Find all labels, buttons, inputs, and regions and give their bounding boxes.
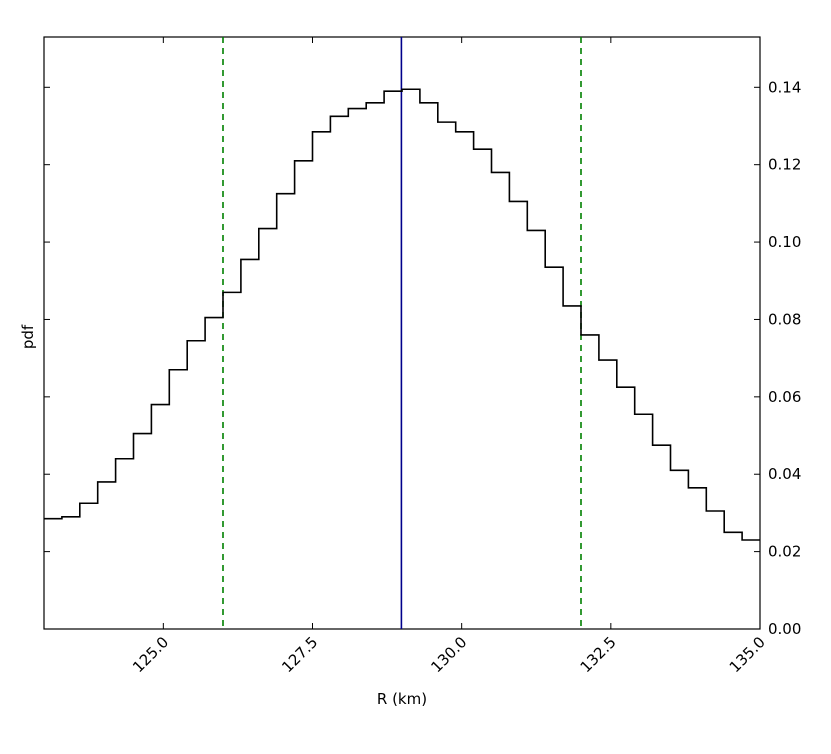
y-axis-label: pdf [19, 324, 37, 349]
y-tick-label: 0.02 [768, 543, 801, 561]
y-tick-label: 0.06 [768, 388, 801, 406]
y-tick-label: 0.08 [768, 310, 801, 328]
marks-layer [44, 37, 760, 629]
ticks-layer: 125.0 127.5 130.0 132.5 135.00.00 0.02 0.04 0.0… [44, 37, 801, 676]
x-tick-label: 125.0 [129, 633, 172, 676]
y-tick-label: 0.00 [768, 620, 801, 638]
x-tick-label: 132.5 [577, 633, 620, 676]
histogram-step-line [44, 88, 760, 541]
y-tick-label: 0.04 [768, 465, 801, 483]
y-tick-label: 0.14 [768, 78, 801, 96]
x-tick-label: 135.0 [726, 633, 769, 676]
x-tick-label: 127.5 [278, 633, 321, 676]
y-tick-label: 0.10 [768, 233, 801, 251]
x-tick-label: 130.0 [427, 633, 470, 676]
x-axis-label: R (km) [377, 690, 427, 708]
y-tick-label: 0.12 [768, 156, 801, 174]
